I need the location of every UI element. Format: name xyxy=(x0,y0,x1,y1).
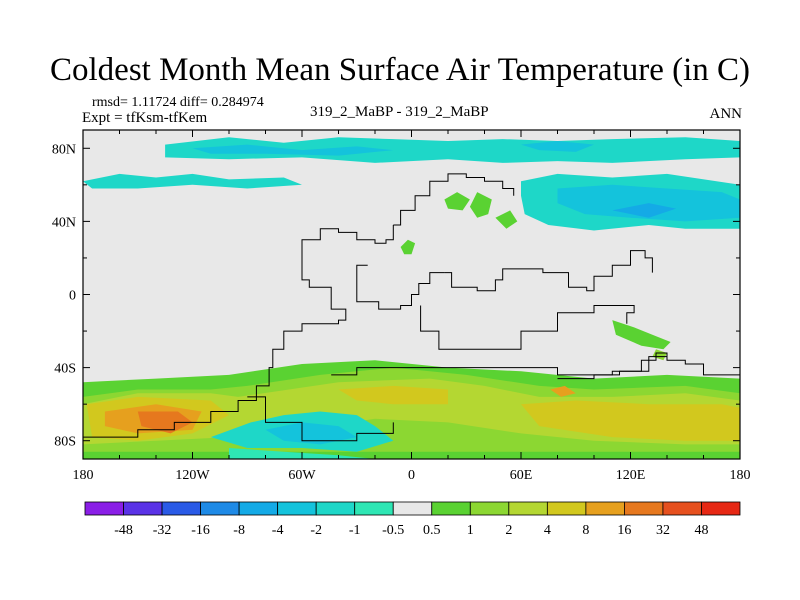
y-tick-label: 80S xyxy=(54,435,76,450)
contour-arctic-cool-core-2 xyxy=(521,141,594,152)
contour-pacific-hot-core xyxy=(137,411,193,434)
y-tick-label: 80N xyxy=(52,142,76,157)
colorbar-label: -32 xyxy=(153,523,172,538)
colorbar-label: -48 xyxy=(114,523,133,538)
colorbar-box xyxy=(392,501,433,516)
contour-indian-hot-1 xyxy=(521,400,740,441)
experiment-label: Expt = tfKsm-tfKem xyxy=(82,110,208,126)
colorbar-box xyxy=(662,501,702,516)
colorbar-label: 4 xyxy=(544,523,551,538)
colorbar-box xyxy=(315,501,356,516)
colorbar-label: -8 xyxy=(233,523,245,538)
colorbar-label: 1 xyxy=(467,523,474,538)
x-tick-label: 180 xyxy=(730,468,751,483)
contour-asia-cool-small xyxy=(612,203,677,218)
colorbar-label: -1 xyxy=(349,523,361,538)
colorbar-box xyxy=(277,501,317,516)
contour-arctic-cool-band-1 xyxy=(165,137,740,163)
colorbar-label: -4 xyxy=(272,523,284,538)
colorbar-label: -16 xyxy=(191,523,210,538)
coastline-7 xyxy=(557,352,668,380)
contour-europe-warm-3 xyxy=(495,210,518,229)
colorbar-label: 0.5 xyxy=(423,523,441,538)
colorbar-box xyxy=(238,501,279,516)
colorbar-label: 48 xyxy=(694,523,708,538)
coastline-4 xyxy=(247,396,394,442)
coastline-5 xyxy=(444,250,653,292)
coastline-1 xyxy=(393,173,515,226)
colorbar-box xyxy=(585,501,625,516)
x-tick-label: 60W xyxy=(288,468,316,483)
field-layer xyxy=(83,137,740,459)
colorbar-label: -0.5 xyxy=(382,523,404,538)
contour-asia-cool-core xyxy=(557,184,740,222)
season-label: ANN xyxy=(709,106,743,122)
y-tick-label: 40S xyxy=(54,362,76,377)
case-label: 319_2_MaBP - 319_2_MaBP xyxy=(310,104,489,120)
contour-americas-warm-1 xyxy=(400,239,416,255)
colorbar-box xyxy=(701,501,741,516)
contour-south-cool-2 xyxy=(265,422,357,445)
contour-indian-hot-2 xyxy=(338,385,448,405)
colorbar-label: 8 xyxy=(582,523,589,538)
x-tick-label: 180 xyxy=(73,468,94,483)
stats-label: rmsd= 1.11724 diff= 0.284974 xyxy=(92,95,264,110)
chart-title: Coldest Month Mean Surface Air Temperatu… xyxy=(50,52,750,88)
colorbar-label: 16 xyxy=(617,523,631,538)
x-tick-label: 120E xyxy=(616,468,646,483)
contour-europe-warm-2 xyxy=(469,192,492,218)
contour-asia-warm-se xyxy=(612,320,671,350)
colorbar-label: 32 xyxy=(656,523,670,538)
colorbar-box xyxy=(469,501,510,516)
x-tick-label: 120W xyxy=(175,468,210,483)
colorbar-box xyxy=(431,501,471,516)
colorbar-box xyxy=(508,501,548,516)
x-tick-label: 0 xyxy=(408,468,415,483)
colorbar-box xyxy=(84,501,124,516)
contour-arctic-cool-core-1 xyxy=(192,144,394,156)
coastline-6 xyxy=(356,264,445,310)
colorbar-box xyxy=(354,501,394,516)
colorbar-box xyxy=(200,501,240,516)
coastline-0 xyxy=(83,225,394,438)
colorbar-label: -2 xyxy=(310,523,322,538)
contour-europe-warm-1 xyxy=(444,192,470,211)
contour-coast-hot xyxy=(550,385,576,397)
contour-ne-pacific-cool xyxy=(83,173,302,189)
colorbar-label: 2 xyxy=(505,523,512,538)
y-tick-label: 40N xyxy=(52,215,76,230)
colorbar-box xyxy=(161,501,201,516)
colorbar-box xyxy=(546,501,587,516)
y-tick-label: 0 xyxy=(69,289,76,304)
coastline-3 xyxy=(420,305,635,350)
x-tick-label: 60E xyxy=(510,468,533,483)
colorbar-box xyxy=(624,501,664,516)
colorbar-box xyxy=(123,501,163,516)
